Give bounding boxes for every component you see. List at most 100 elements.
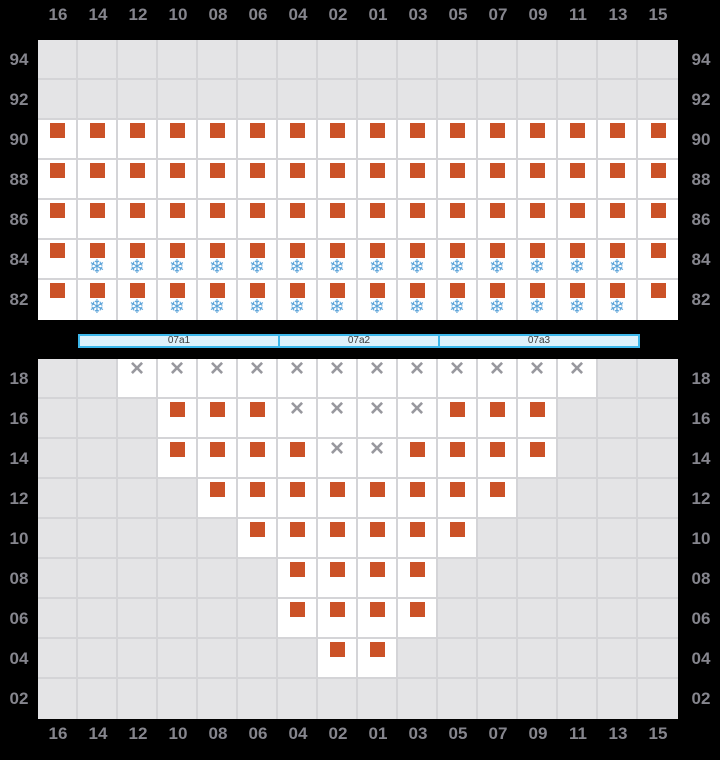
cell-10-84[interactable]: ❄ [158,240,198,280]
cell-03-14[interactable] [398,439,438,479]
cell-15-90[interactable] [638,120,678,160]
cell-11-86[interactable] [558,200,598,240]
cell-11-18[interactable]: × [558,357,598,399]
cell-13-88[interactable] [598,160,638,200]
cell-04-84[interactable]: ❄ [278,240,318,280]
cell-06-18[interactable]: × [238,357,278,399]
cell-01-86[interactable] [358,200,398,240]
cell-12-88[interactable] [118,160,158,200]
cell-06-88[interactable] [238,160,278,200]
cell-11-84[interactable]: ❄ [558,240,598,280]
cell-01-06[interactable] [358,599,398,639]
cell-01-08[interactable] [358,559,398,599]
cell-01-14[interactable]: × [358,437,398,479]
cell-14-86[interactable] [78,200,118,240]
cell-07-18[interactable]: × [478,357,518,399]
cell-04-10[interactable] [278,519,318,559]
cell-02-16[interactable]: × [318,397,358,439]
cell-05-82[interactable]: ❄ [438,280,478,320]
cell-01-10[interactable] [358,519,398,559]
cell-08-12[interactable] [198,479,238,519]
cell-10-88[interactable] [158,160,198,200]
cell-09-86[interactable] [518,200,558,240]
cell-12-90[interactable] [118,120,158,160]
cell-03-18[interactable]: × [398,357,438,399]
cell-04-90[interactable] [278,120,318,160]
cell-10-82[interactable]: ❄ [158,280,198,320]
cell-04-12[interactable] [278,479,318,519]
cell-07-86[interactable] [478,200,518,240]
cell-16-86[interactable] [38,200,78,240]
cell-15-86[interactable] [638,200,678,240]
cell-15-82[interactable] [638,280,678,320]
cell-01-18[interactable]: × [358,357,398,399]
cell-06-82[interactable]: ❄ [238,280,278,320]
cell-03-10[interactable] [398,519,438,559]
cell-05-84[interactable]: ❄ [438,240,478,280]
cell-09-88[interactable] [518,160,558,200]
cell-02-14[interactable]: × [318,437,358,479]
cell-07-16[interactable] [478,399,518,439]
cell-03-90[interactable] [398,120,438,160]
cell-15-84[interactable] [638,240,678,280]
cell-08-14[interactable] [198,439,238,479]
cell-05-14[interactable] [438,439,478,479]
cell-06-10[interactable] [238,519,278,559]
cell-05-10[interactable] [438,519,478,559]
cell-05-12[interactable] [438,479,478,519]
cell-06-16[interactable] [238,399,278,439]
cell-12-86[interactable] [118,200,158,240]
cell-01-88[interactable] [358,160,398,200]
cell-05-88[interactable] [438,160,478,200]
cell-04-08[interactable] [278,559,318,599]
cell-10-16[interactable] [158,399,198,439]
cell-02-90[interactable] [318,120,358,160]
cell-04-06[interactable] [278,599,318,639]
cell-02-18[interactable]: × [318,357,358,399]
cell-08-84[interactable]: ❄ [198,240,238,280]
cell-04-88[interactable] [278,160,318,200]
cell-08-88[interactable] [198,160,238,200]
cell-07-12[interactable] [478,479,518,519]
cell-10-18[interactable]: × [158,357,198,399]
cell-05-16[interactable] [438,399,478,439]
cell-09-84[interactable]: ❄ [518,240,558,280]
cell-01-90[interactable] [358,120,398,160]
cell-14-84[interactable]: ❄ [78,240,118,280]
cell-14-82[interactable]: ❄ [78,280,118,320]
cell-01-04[interactable] [358,639,398,679]
cell-08-86[interactable] [198,200,238,240]
cell-09-82[interactable]: ❄ [518,280,558,320]
cell-13-90[interactable] [598,120,638,160]
cell-08-16[interactable] [198,399,238,439]
cell-16-90[interactable] [38,120,78,160]
cell-03-12[interactable] [398,479,438,519]
cell-09-14[interactable] [518,439,558,479]
cell-16-88[interactable] [38,160,78,200]
cell-12-18[interactable]: × [118,357,158,399]
cell-16-84[interactable] [38,240,78,280]
cell-04-14[interactable] [278,439,318,479]
cell-09-16[interactable] [518,399,558,439]
cell-05-86[interactable] [438,200,478,240]
cell-07-84[interactable]: ❄ [478,240,518,280]
cell-03-84[interactable]: ❄ [398,240,438,280]
cell-07-14[interactable] [478,439,518,479]
cell-07-88[interactable] [478,160,518,200]
cell-06-86[interactable] [238,200,278,240]
cell-04-86[interactable] [278,200,318,240]
cell-15-88[interactable] [638,160,678,200]
cell-06-84[interactable]: ❄ [238,240,278,280]
cell-04-18[interactable]: × [278,357,318,399]
cell-10-90[interactable] [158,120,198,160]
cell-08-82[interactable]: ❄ [198,280,238,320]
cell-08-18[interactable]: × [198,357,238,399]
cell-06-14[interactable] [238,439,278,479]
group-bar-07a1[interactable]: 07a1 [78,334,280,348]
cell-14-90[interactable] [78,120,118,160]
cell-10-14[interactable] [158,439,198,479]
cell-01-82[interactable]: ❄ [358,280,398,320]
cell-11-90[interactable] [558,120,598,160]
cell-14-88[interactable] [78,160,118,200]
cell-03-88[interactable] [398,160,438,200]
